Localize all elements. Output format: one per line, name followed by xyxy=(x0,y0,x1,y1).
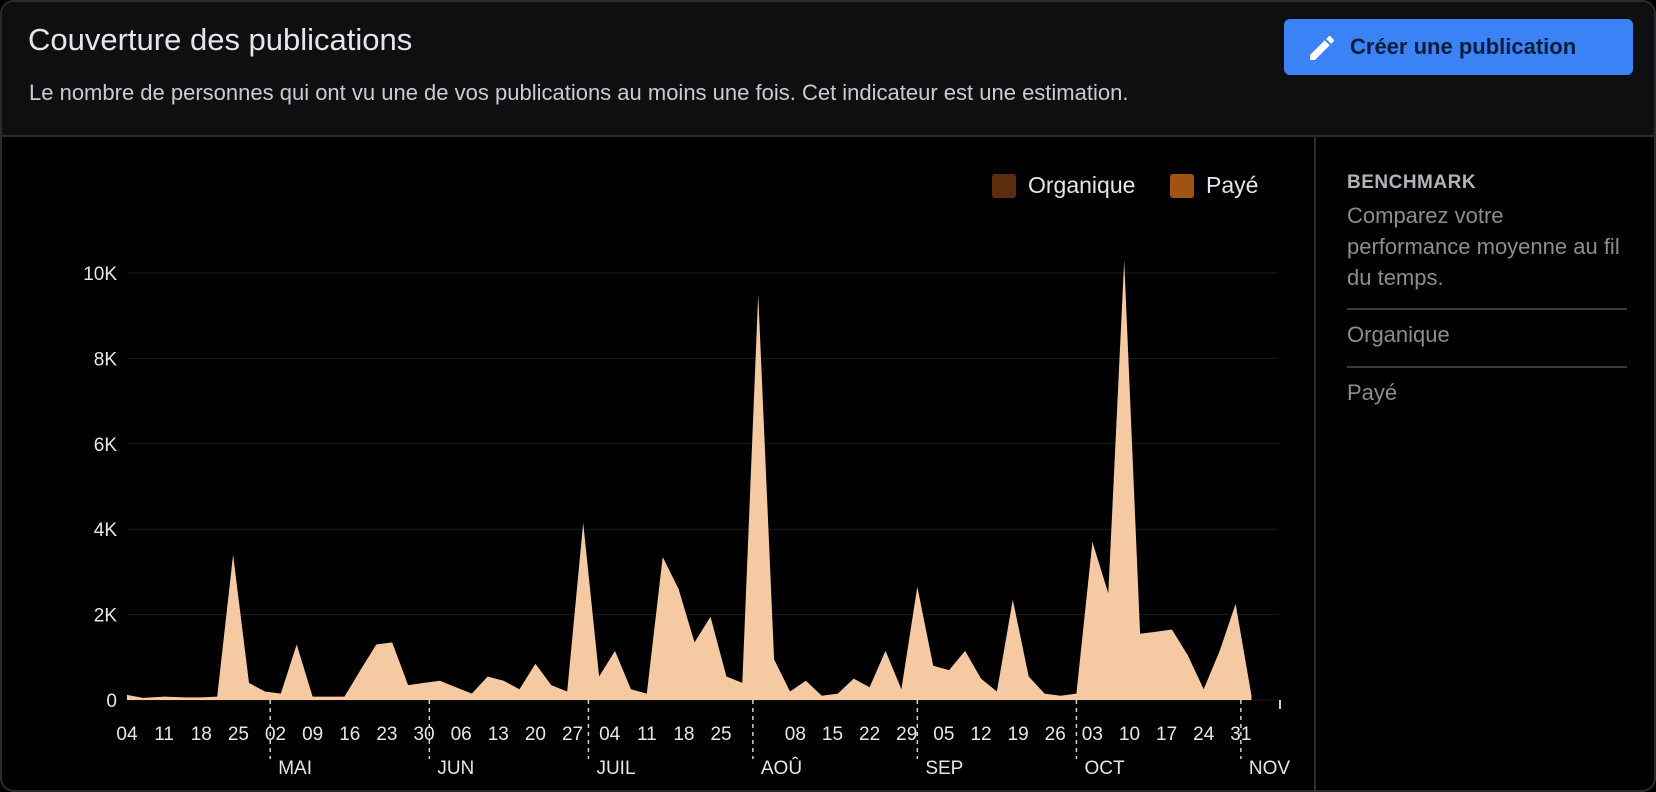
x-tick-label: 16 xyxy=(339,724,360,745)
x-tick-label: 02 xyxy=(265,724,286,745)
x-tick-label: 03 xyxy=(1082,724,1103,745)
y-tick-label: 6K xyxy=(94,435,118,456)
y-tick-label: 2K xyxy=(94,606,118,627)
x-tick-label: 18 xyxy=(191,724,212,745)
legend-swatch-paid xyxy=(1170,173,1194,198)
x-tick-label: 05 xyxy=(933,724,954,745)
legend-label-organic: Organique xyxy=(1028,172,1136,198)
month-label: AOÛ xyxy=(761,757,802,779)
x-tick-label: 04 xyxy=(599,724,621,745)
card-header: Couverture des publications Le nombre de… xyxy=(2,2,1654,137)
legend-item-organic[interactable]: Organique xyxy=(992,172,1135,199)
month-label: NOV xyxy=(1249,758,1291,779)
legend-item-paid[interactable]: Payé xyxy=(1170,172,1258,199)
x-tick-label: 26 xyxy=(1045,724,1066,745)
x-tick-label: 10 xyxy=(1119,724,1140,745)
benchmark-description: Comparez votre performance moyenne au fi… xyxy=(1347,203,1620,290)
legend-swatch-organic xyxy=(992,173,1016,198)
y-tick-label: 10K xyxy=(83,264,117,285)
reach-chart: 0 2K 4K 6K 8K 10K 04 11 18 25 02 09 16 23 30 06 13 20 27 04… xyxy=(83,260,1291,779)
month-label: OCT xyxy=(1084,758,1125,779)
x-tick-label: 23 xyxy=(376,724,397,745)
panel-divider xyxy=(1314,137,1316,790)
month-label: JUN xyxy=(437,758,474,779)
month-label: SEP xyxy=(925,758,963,779)
page-title: Couverture des publications xyxy=(28,22,413,57)
page-subtitle: Le nombre de personnes qui ont vu une de… xyxy=(29,80,1129,105)
x-tick-label: 17 xyxy=(1156,724,1177,745)
benchmark-row-organic[interactable]: Organique xyxy=(1347,308,1627,348)
create-post-button[interactable]: Créer une publication xyxy=(1284,19,1633,75)
x-tick-label: 27 xyxy=(562,724,583,745)
x-tick-label: 20 xyxy=(525,724,546,745)
x-tick-label: 22 xyxy=(859,724,880,745)
x-tick-label: 11 xyxy=(637,724,657,745)
area-series-0 xyxy=(127,260,1252,700)
x-tick-label: 15 xyxy=(822,724,843,745)
x-tick-label: 04 xyxy=(116,724,138,745)
x-tick-label: 30 xyxy=(413,724,434,745)
x-tick-label: 18 xyxy=(673,724,694,745)
month-label: MAI xyxy=(278,758,312,779)
x-tick-label: 29 xyxy=(896,724,917,745)
x-tick-label: 12 xyxy=(970,724,991,745)
benchmark-panel: BENCHMARK Comparez votre performance moy… xyxy=(1347,172,1627,405)
x-tick-label: 25 xyxy=(228,724,249,745)
y-tick-label: 0 xyxy=(106,691,117,712)
x-tick-label: 19 xyxy=(1008,724,1029,745)
x-tick-label: 08 xyxy=(785,724,806,745)
chart-area: 0 2K 4K 6K 8K 10K 04 11 18 25 02 09 16 23 30 06 13 20 27 04… xyxy=(2,137,1314,790)
benchmark-row-paid[interactable]: Payé xyxy=(1347,366,1627,406)
x-tick-label: 13 xyxy=(488,724,509,745)
x-tick-label: 06 xyxy=(451,724,472,745)
create-post-label: Créer une publication xyxy=(1350,34,1577,59)
month-label: JUIL xyxy=(596,758,635,779)
x-tick-label: 11 xyxy=(154,724,174,745)
x-tick-label: 09 xyxy=(302,724,323,745)
x-tick-label: 25 xyxy=(710,724,731,745)
benchmark-title: BENCHMARK xyxy=(1347,172,1477,193)
x-tick-label: 24 xyxy=(1193,724,1215,745)
y-tick-label: 8K xyxy=(94,349,118,370)
legend-label-paid: Payé xyxy=(1206,172,1259,198)
y-tick-label: 4K xyxy=(94,520,118,541)
pencil-icon xyxy=(1310,35,1335,60)
